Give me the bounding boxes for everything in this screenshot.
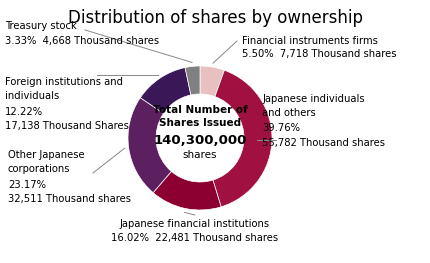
Text: 55,782 Thousand shares: 55,782 Thousand shares	[261, 138, 384, 148]
Wedge shape	[212, 70, 271, 207]
Text: Distribution of shares by ownership: Distribution of shares by ownership	[68, 9, 362, 27]
Wedge shape	[140, 68, 190, 113]
Text: 12.22%: 12.22%	[5, 107, 43, 117]
Text: 23.17%: 23.17%	[8, 180, 46, 190]
Text: Foreign institutions and: Foreign institutions and	[5, 77, 123, 87]
Wedge shape	[200, 66, 224, 97]
Text: 3.33%  4,668 Thousand shares: 3.33% 4,668 Thousand shares	[5, 36, 159, 46]
Text: 16.02%  22,481 Thousand shares: 16.02% 22,481 Thousand shares	[111, 233, 278, 243]
Text: individuals: individuals	[5, 91, 59, 101]
Text: Japanese individuals: Japanese individuals	[261, 94, 364, 104]
Text: Financial instruments firms: Financial instruments firms	[241, 36, 377, 46]
Text: Japanese financial institutions: Japanese financial institutions	[120, 219, 270, 229]
Wedge shape	[184, 66, 200, 95]
Text: Other Japanese: Other Japanese	[8, 150, 84, 160]
Text: Treasury stock: Treasury stock	[5, 21, 77, 31]
Text: corporations: corporations	[8, 164, 71, 174]
Wedge shape	[153, 171, 221, 210]
Text: and others: and others	[261, 108, 315, 118]
Text: 17,138 Thousand Shares: 17,138 Thousand Shares	[5, 121, 129, 131]
Wedge shape	[128, 98, 171, 193]
Text: shares: shares	[182, 150, 217, 160]
Text: 32,511 Thousand shares: 32,511 Thousand shares	[8, 194, 131, 204]
Text: Total Number of: Total Number of	[152, 105, 247, 115]
Text: 39.76%: 39.76%	[261, 123, 299, 133]
Text: 140,300,000: 140,300,000	[153, 134, 246, 146]
Text: Shares Issued: Shares Issued	[159, 118, 240, 128]
Text: 5.50%  7,718 Thousand shares: 5.50% 7,718 Thousand shares	[241, 49, 396, 59]
